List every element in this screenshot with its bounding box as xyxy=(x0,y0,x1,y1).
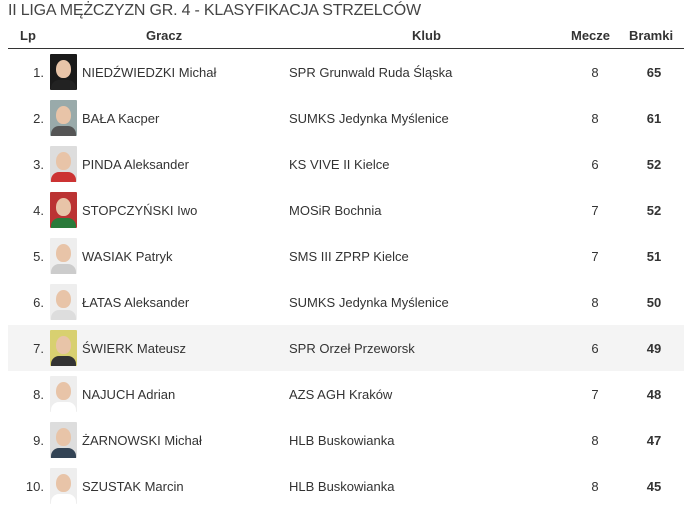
player-name[interactable]: PINDA Aleksander xyxy=(82,157,189,172)
club-name[interactable]: SPR Orzeł Przeworsk xyxy=(289,341,415,356)
goals: 61 xyxy=(646,111,662,126)
rank: 3. xyxy=(33,157,44,172)
player-avatar xyxy=(50,284,77,320)
club-name[interactable]: HLB Buskowianka xyxy=(289,479,395,494)
rank: 1. xyxy=(33,65,44,80)
page-title: II LIGA MĘŻCZYZN GR. 4 - KLASYFIKACJA ST… xyxy=(8,2,421,19)
player-name[interactable]: ŻARNOWSKI Michał xyxy=(82,433,202,448)
player-name[interactable]: ŚWIERK Mateusz xyxy=(82,341,187,356)
col-player: Gracz xyxy=(146,28,183,43)
goals: 51 xyxy=(646,249,662,264)
table-row[interactable]: 3. PINDA Aleksander KS VIVE II Kielce 6 … xyxy=(8,141,684,187)
club-name[interactable]: KS VIVE II Kielce xyxy=(289,157,390,172)
rank: 9. xyxy=(33,433,44,448)
table-header: Lp Gracz Klub Mecze Bramki xyxy=(8,26,684,49)
club-name[interactable]: SUMKS Jedynka Myślenice xyxy=(289,111,449,126)
club-name[interactable]: SUMKS Jedynka Myślenice xyxy=(289,295,449,310)
table-row[interactable]: 10. SZUSTAK Marcin HLB Buskowianka 8 45 xyxy=(8,463,684,509)
rank: 2. xyxy=(33,111,44,126)
player-avatar xyxy=(50,422,77,458)
table-row[interactable]: 6. ŁATAS Aleksander SUMKS Jedynka Myślen… xyxy=(8,279,684,325)
rank: 7. xyxy=(33,341,44,356)
player-avatar xyxy=(50,468,77,504)
col-matches: Mecze xyxy=(571,28,611,43)
player-avatar xyxy=(50,238,77,274)
table-row[interactable]: 7. ŚWIERK Mateusz SPR Orzeł Przeworsk 6 … xyxy=(8,325,684,371)
player-avatar xyxy=(50,54,77,90)
goals: 50 xyxy=(646,295,662,310)
matches: 7 xyxy=(591,203,599,218)
rank: 6. xyxy=(33,295,44,310)
matches: 6 xyxy=(591,341,599,356)
table-row[interactable]: 8. NAJUCH Adrian AZS AGH Kraków 7 48 xyxy=(8,371,684,417)
club-name[interactable]: SPR Grunwald Ruda Śląska xyxy=(289,65,453,80)
table-row[interactable]: 2. BAŁA Kacper SUMKS Jedynka Myślenice 8… xyxy=(8,95,684,141)
goals: 45 xyxy=(646,479,662,494)
rank: 10. xyxy=(25,479,44,494)
matches: 6 xyxy=(591,157,599,172)
table-row[interactable]: 4. STOPCZYŃSKI Iwo MOSiR Bochnia 7 52 xyxy=(8,187,684,233)
matches: 7 xyxy=(591,387,599,402)
rank: 5. xyxy=(33,249,44,264)
goals: 47 xyxy=(646,433,662,448)
matches: 8 xyxy=(591,479,599,494)
goals: 49 xyxy=(646,341,662,356)
matches: 8 xyxy=(591,111,599,126)
col-lp: Lp xyxy=(20,28,36,43)
club-name[interactable]: HLB Buskowianka xyxy=(289,433,395,448)
club-name[interactable]: MOSiR Bochnia xyxy=(289,203,382,218)
col-club: Klub xyxy=(412,28,441,43)
goals: 65 xyxy=(646,65,662,80)
player-name[interactable]: STOPCZYŃSKI Iwo xyxy=(82,203,198,218)
player-avatar xyxy=(50,100,77,136)
player-name[interactable]: BAŁA Kacper xyxy=(82,111,160,126)
player-name[interactable]: ŁATAS Aleksander xyxy=(82,295,190,310)
player-avatar xyxy=(50,192,77,228)
goals: 52 xyxy=(646,157,662,172)
club-name[interactable]: AZS AGH Kraków xyxy=(289,387,393,402)
matches: 8 xyxy=(591,295,599,310)
player-name[interactable]: SZUSTAK Marcin xyxy=(82,479,184,494)
matches: 8 xyxy=(591,65,599,80)
player-name[interactable]: NIEDŹWIEDZKI Michał xyxy=(82,65,217,80)
table-row[interactable]: 9. ŻARNOWSKI Michał HLB Buskowianka 8 47 xyxy=(8,417,684,463)
player-name[interactable]: NAJUCH Adrian xyxy=(82,387,176,402)
rank: 4. xyxy=(33,203,44,218)
player-avatar xyxy=(50,146,77,182)
col-goals: Bramki xyxy=(629,28,674,43)
player-avatar xyxy=(50,376,77,412)
goals: 48 xyxy=(646,387,662,402)
club-name[interactable]: SMS III ZPRP Kielce xyxy=(289,249,409,264)
rank: 8. xyxy=(33,387,44,402)
table-row[interactable]: 1. NIEDŹWIEDZKI Michał SPR Grunwald Ruda… xyxy=(8,49,684,95)
player-avatar xyxy=(50,330,77,366)
table-row[interactable]: 5. WASIAK Patryk SMS III ZPRP Kielce 7 5… xyxy=(8,233,684,279)
matches: 8 xyxy=(591,433,599,448)
goals: 52 xyxy=(646,203,662,218)
player-name[interactable]: WASIAK Patryk xyxy=(82,249,173,264)
matches: 7 xyxy=(591,249,599,264)
